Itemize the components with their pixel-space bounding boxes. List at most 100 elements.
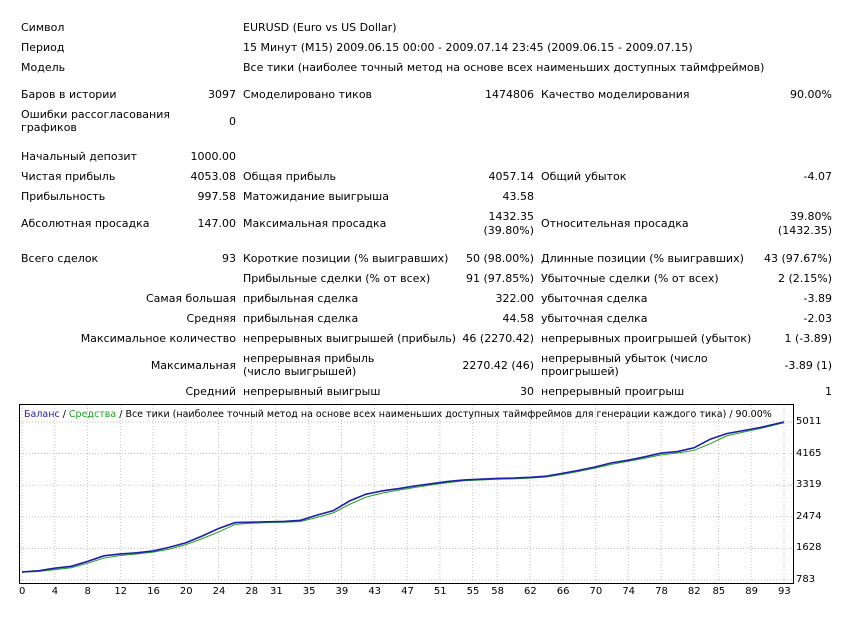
ticks-label: Смоделировано тиков	[243, 88, 373, 101]
avg-losses-value: 1	[825, 385, 832, 398]
x-tick-label: 28	[245, 586, 259, 597]
max-count-wins-label: непрерывных выигрышей (прибыль)	[243, 332, 457, 345]
gross-loss-value: -4.07	[803, 170, 832, 183]
profit-factor-value: 997.58	[197, 190, 237, 203]
rel-drawdown-value: 39.80%	[790, 210, 832, 223]
net-profit-label: Чистая прибыль	[21, 170, 116, 183]
bars-label: Баров в истории	[21, 88, 117, 101]
short-positions-value: 50 (98.00%)	[465, 252, 534, 265]
max-profit-label: непрерывная прибыль (число выигрышей)	[243, 352, 375, 378]
y-tick-label: 5011	[796, 416, 822, 427]
x-tick-label: 31	[270, 586, 283, 597]
largest-loss-value: -3.89	[803, 292, 832, 305]
abs-drawdown-value: 147.00	[197, 217, 237, 230]
average-profit-label: прибыльная сделка	[243, 312, 359, 325]
y-tick-label: 783	[796, 574, 816, 585]
short-positions-label: Короткие позиции (% выигравших)	[243, 252, 449, 265]
x-tick-label: 24	[212, 586, 226, 597]
abs-drawdown-label: Абсолютная просадка	[21, 217, 150, 230]
max-count-label: Максимальное количество	[80, 332, 236, 345]
net-profit-value: 4053.08	[190, 170, 237, 183]
deposit-label: Начальный депозит	[21, 150, 137, 163]
x-tick-label: 55	[466, 586, 480, 597]
average-profit-value: 44.58	[502, 312, 535, 325]
x-tick-label: 93	[778, 586, 791, 597]
largest-label: Самая большая	[145, 292, 236, 305]
max-label: Максимальная	[150, 359, 236, 372]
symbol-label: Символ	[21, 21, 65, 34]
average-loss-label: убыточная сделка	[541, 312, 648, 325]
avg-wins-value: 30	[520, 385, 534, 398]
x-tick-label: 47	[401, 586, 414, 597]
total-trades-value: 93	[222, 252, 236, 265]
period-label: Период	[21, 41, 65, 54]
x-tick-label: 8	[84, 586, 91, 597]
x-tick-label: 62	[524, 586, 537, 597]
gross-loss-label: Общий убыток	[541, 170, 627, 183]
rel-drawdown-label: Относительная просадка	[541, 217, 689, 230]
bars-value: 3097	[208, 88, 236, 101]
balance-line	[21, 421, 785, 573]
model-value: Все тики (наиболее точный метод на основ…	[243, 61, 765, 74]
long-positions-label: Длинные позиции (% выигравших)	[541, 252, 744, 265]
y-tick-label: 4165	[796, 447, 822, 459]
average-label: Средняя	[186, 312, 236, 325]
x-tick-label: 85	[712, 586, 726, 597]
profit-factor-label: Прибыльность	[21, 190, 106, 203]
expected-payoff-value: 43.58	[502, 190, 535, 203]
avg-losses-label: непрерывный проигрыш	[541, 385, 685, 398]
x-tick-label: 4	[51, 586, 59, 597]
profit-trades-label: Прибыльные сделки (% от всех)	[243, 272, 431, 285]
avg-label: Средний	[185, 385, 236, 398]
largest-profit-label: прибыльная сделка	[243, 292, 359, 305]
y-tick-label: 3319	[796, 479, 822, 491]
gross-profit-value: 4057.14	[488, 170, 535, 183]
x-tick-label: 0	[19, 586, 26, 597]
x-tick-label: 39	[335, 586, 349, 597]
ticks-value: 1474806	[485, 88, 534, 101]
x-tick-label: 66	[556, 586, 570, 597]
legend-equity: Средства	[68, 409, 117, 420]
x-tick-label: 16	[147, 586, 160, 597]
chart-plot	[20, 405, 792, 582]
x-tick-label: 89	[745, 586, 758, 597]
y-tick-label: 2474	[796, 510, 822, 522]
max-loss-value: -3.89 (1)	[784, 359, 832, 372]
max-drawdown-percent: (39.80%)	[483, 224, 534, 237]
rel-drawdown-amount: (1432.35)	[777, 224, 832, 237]
errors-value: 0	[229, 115, 236, 128]
equity-line	[21, 422, 785, 573]
quality-label: Качество моделирования	[541, 88, 690, 101]
total-trades-label: Всего сделок	[21, 252, 99, 265]
loss-trades-value: 2 (2.15%)	[777, 272, 832, 285]
loss-trades-label: Убыточные сделки (% от всех)	[541, 272, 719, 285]
x-tick-label: 70	[589, 586, 603, 597]
errors-label: Ошибки рассогласования графиков	[21, 108, 171, 134]
long-positions-value: 43 (97.67%)	[763, 252, 832, 265]
x-tick-label: 82	[687, 586, 701, 597]
x-tick-label: 35	[302, 586, 316, 597]
max-profit-value: 2270.42 (46)	[462, 359, 534, 372]
legend-description: Все тики (наиболее точный метод на основ…	[125, 409, 772, 420]
max-count-wins-value: 46 (2270.42)	[462, 332, 534, 345]
x-tick-label: 43	[368, 586, 382, 597]
avg-wins-label: непрерывный выигрыш	[243, 385, 381, 398]
chart-legend: Баланс / Средства / Все тики (наиболее т…	[24, 408, 772, 421]
x-tick-label: 78	[655, 586, 668, 597]
model-label: Модель	[21, 61, 66, 74]
max-loss-label: непрерывный убыток (число проигрышей)	[541, 352, 708, 378]
x-tick-label: 12	[114, 586, 128, 597]
max-drawdown-label: Максимальная просадка	[243, 217, 387, 230]
average-loss-value: -2.03	[803, 312, 832, 325]
largest-loss-label: убыточная сделка	[541, 292, 648, 305]
legend-sep: /	[116, 409, 126, 420]
x-tick-label: 58	[491, 586, 504, 597]
period-value: 15 Минут (M15) 2009.06.15 00:00 - 2009.0…	[243, 41, 693, 54]
gross-profit-label: Общая прибыль	[243, 170, 336, 183]
symbol-value: EURUSD (Euro vs US Dollar)	[243, 21, 397, 34]
quality-value: 90.00%	[790, 88, 832, 101]
expected-payoff-label: Матожидание выигрыша	[243, 190, 389, 203]
balance-chart	[19, 404, 794, 584]
largest-profit-value: 322.00	[495, 292, 535, 305]
max-drawdown-value: 1432.35	[488, 210, 535, 223]
